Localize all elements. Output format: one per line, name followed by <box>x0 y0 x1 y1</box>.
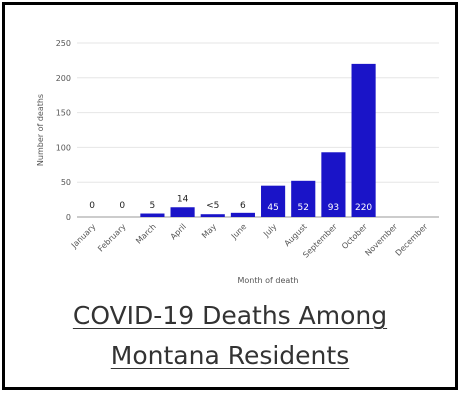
data-label: 0 <box>119 201 125 211</box>
bar <box>351 63 376 217</box>
x-tick-label: May <box>200 222 218 240</box>
bar <box>140 213 165 217</box>
x-tick-label: October <box>340 222 370 252</box>
data-label-inside: 52 <box>298 203 309 213</box>
bar <box>261 185 286 217</box>
x-tick-label: June <box>229 222 248 241</box>
x-axis-label: Month of death <box>238 276 299 285</box>
caption-link-line1[interactable]: COVID-19 Deaths Among <box>72 301 388 330</box>
data-label: 5 <box>150 201 156 211</box>
bar <box>200 214 225 217</box>
data-label: 6 <box>240 201 246 211</box>
y-tick-label: 200 <box>56 74 71 83</box>
bar <box>170 207 195 217</box>
x-tick-label: April <box>169 222 188 241</box>
y-tick-label: 0 <box>66 213 71 222</box>
data-label: <5 <box>206 201 219 211</box>
bar <box>230 212 255 217</box>
y-axis-label: Number of deaths <box>36 94 45 166</box>
data-label: 14 <box>177 194 189 204</box>
data-label-inside: 45 <box>267 203 278 213</box>
data-label: 0 <box>89 201 95 211</box>
x-tick-label: March <box>134 222 158 246</box>
y-tick-label: 250 <box>56 39 71 48</box>
x-tick-label: February <box>96 222 128 254</box>
y-tick-label: 150 <box>56 109 71 118</box>
x-tick-label: August <box>283 222 309 248</box>
data-label-inside: 220 <box>355 203 372 213</box>
data-label-inside: 93 <box>328 203 339 213</box>
x-tick-label: July <box>261 222 278 239</box>
x-tick-label: December <box>394 222 430 258</box>
chart-area: 0 50 100 150 200 250 Number of deaths 0 January 0… <box>19 21 445 291</box>
y-tick-label: 50 <box>61 178 71 187</box>
chart-card: 0 50 100 150 200 250 Number of deaths 0 January 0… <box>2 2 458 390</box>
caption-link-line2[interactable]: Montana Residents <box>110 341 350 370</box>
y-tick-label: 100 <box>56 143 71 152</box>
bar <box>291 180 316 217</box>
bar <box>321 152 346 217</box>
x-tick-label: January <box>69 222 98 251</box>
